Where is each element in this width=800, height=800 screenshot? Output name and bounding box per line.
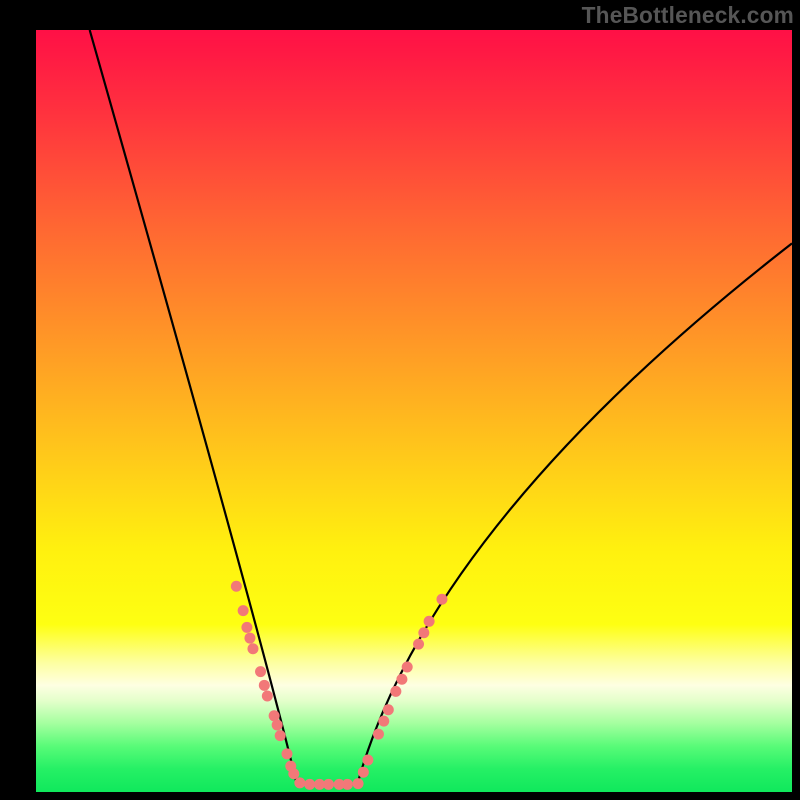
data-marker <box>378 716 389 727</box>
data-marker <box>353 778 364 789</box>
data-marker <box>418 627 429 638</box>
data-marker <box>259 680 270 691</box>
data-marker <box>262 690 273 701</box>
watermark-label: TheBottleneck.com <box>582 2 794 29</box>
data-marker <box>383 704 394 715</box>
data-marker <box>241 622 252 633</box>
data-marker <box>288 768 299 779</box>
plot-area <box>36 30 792 792</box>
data-marker <box>244 633 255 644</box>
data-marker <box>231 581 242 592</box>
bottleneck-curve <box>90 30 792 784</box>
data-marker <box>272 719 283 730</box>
data-marker <box>358 767 369 778</box>
data-marker <box>281 748 292 759</box>
data-marker <box>436 594 447 605</box>
data-marker <box>373 729 384 740</box>
data-marker <box>402 662 413 673</box>
data-marker <box>396 674 407 685</box>
data-marker <box>390 686 401 697</box>
curve-layer <box>36 30 792 792</box>
data-marker <box>342 779 353 790</box>
data-marker <box>275 730 286 741</box>
data-marker <box>362 754 373 765</box>
data-marker <box>294 777 305 788</box>
data-marker <box>323 779 334 790</box>
data-marker <box>247 643 258 654</box>
chart-canvas: TheBottleneck.com <box>0 0 800 800</box>
data-marker <box>413 639 424 650</box>
data-marker <box>255 666 266 677</box>
data-marker <box>424 616 435 627</box>
data-marker <box>238 605 249 616</box>
data-marker <box>304 779 315 790</box>
